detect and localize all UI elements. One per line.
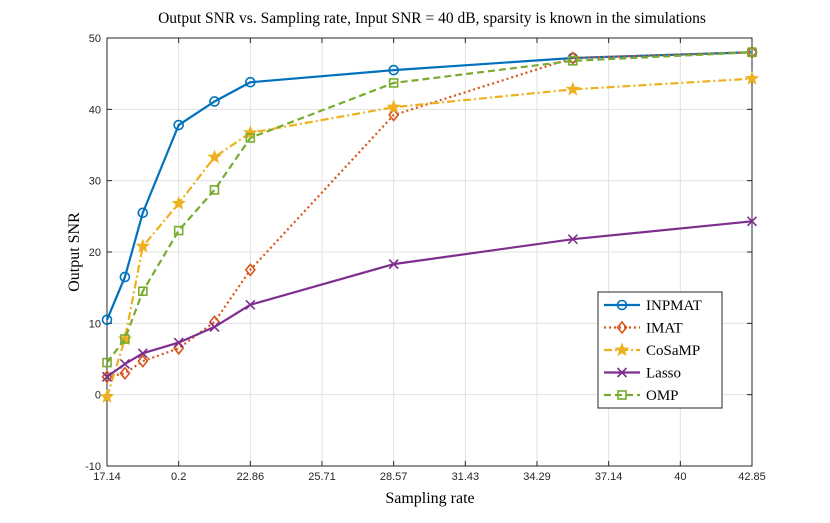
data-point-lasso <box>101 371 113 382</box>
x-tick-label: 40 <box>674 471 686 483</box>
data-point-lasso <box>119 358 130 370</box>
x-tick-label: 28.57 <box>380 471 408 483</box>
data-point-cosamp <box>386 99 401 114</box>
data-point-omp <box>388 78 399 88</box>
data-point-imat <box>244 263 256 277</box>
data-point-lasso <box>245 299 256 310</box>
data-point-imat <box>137 354 149 368</box>
legend-entry-lasso: Lasso <box>604 366 681 382</box>
legend-entry-imat: IMAT <box>604 321 683 337</box>
series-lasso <box>101 216 758 382</box>
data-point-imat <box>746 45 758 60</box>
y-tick-label: 10 <box>89 318 101 330</box>
data-point-lasso <box>209 321 220 332</box>
series-omp <box>102 47 757 368</box>
data-point-omp <box>209 185 220 195</box>
data-point-inpmat <box>173 119 184 131</box>
y-tick-label: 50 <box>89 33 101 45</box>
data-point-inpmat <box>245 76 256 88</box>
data-point-inpmat <box>119 271 131 283</box>
x-axis-label: Sampling rate <box>385 490 474 507</box>
x-tick-label: 42.85 <box>738 471 766 483</box>
legend-label: IMAT <box>646 321 683 337</box>
data-point-cosamp <box>744 71 760 85</box>
legend-label: INPMAT <box>646 298 702 314</box>
y-tick-label: 20 <box>89 247 101 259</box>
legend-marker-cosamp <box>614 342 630 357</box>
legend-label: OMP <box>646 388 679 404</box>
chart-legend: INPMAT IMAT CoSaMP Lasso OMP <box>597 291 723 409</box>
x-tick-label: 0.2 <box>171 471 186 483</box>
data-point-omp <box>245 133 256 143</box>
chart-title: Output SNR vs. Sampling rate, Input SNR … <box>158 10 706 27</box>
data-point-lasso <box>746 216 758 227</box>
legend-marker-lasso <box>616 367 628 378</box>
data-point-cosamp <box>171 195 186 210</box>
legend-marker-omp <box>617 390 627 400</box>
data-point-lasso <box>173 337 184 348</box>
data-point-cosamp <box>207 149 222 164</box>
x-tick-label: 31.43 <box>452 471 480 483</box>
data-point-lasso <box>388 259 399 270</box>
x-tick-label: 22.86 <box>237 471 265 483</box>
legend-label: CoSaMP <box>646 343 700 359</box>
series-inpmat <box>101 46 758 326</box>
data-point-cosamp <box>99 389 115 403</box>
data-point-cosamp <box>565 81 581 96</box>
series-line-inpmat <box>105 51 753 321</box>
data-point-imat <box>119 366 131 381</box>
data-point-lasso <box>137 348 148 359</box>
x-tick-label: 25.71 <box>308 471 336 483</box>
data-point-omp <box>120 334 130 344</box>
legend-entry-omp: OMP <box>604 388 679 404</box>
series-line-imat <box>106 51 753 378</box>
legend-marker-inpmat <box>616 299 628 311</box>
series-cosamp <box>99 71 760 403</box>
data-point-cosamp <box>135 238 151 253</box>
data-point-cosamp <box>243 125 258 140</box>
y-tick-label: -10 <box>85 461 101 473</box>
data-point-inpmat <box>209 96 220 107</box>
series-line-cosamp <box>105 77 753 398</box>
data-point-lasso <box>567 234 578 245</box>
x-tick-label: 37.14 <box>595 471 623 483</box>
y-tick-label: 40 <box>89 104 101 116</box>
y-axis-label: Output SNR <box>66 212 83 292</box>
x-tick-label: 17.14 <box>93 471 121 483</box>
legend-marker-imat <box>616 320 628 335</box>
data-point-inpmat <box>388 64 399 76</box>
data-point-omp <box>173 225 184 236</box>
data-point-inpmat <box>101 314 113 326</box>
legend-entry-cosamp: CoSaMP <box>604 342 700 359</box>
series-line-omp <box>106 51 753 364</box>
y-tick-label: 30 <box>89 176 101 188</box>
data-point-omp <box>747 47 757 58</box>
data-point-inpmat <box>137 207 149 219</box>
x-tick-label: 34.29 <box>523 471 551 483</box>
data-point-omp <box>568 56 578 66</box>
y-tick-label: 0 <box>95 390 101 402</box>
legend-label: Lasso <box>646 366 681 382</box>
data-point-omp <box>102 357 112 368</box>
data-point-omp <box>138 286 148 297</box>
data-point-imat <box>388 108 400 122</box>
legend-entry-inpmat: INPMAT <box>604 298 702 314</box>
